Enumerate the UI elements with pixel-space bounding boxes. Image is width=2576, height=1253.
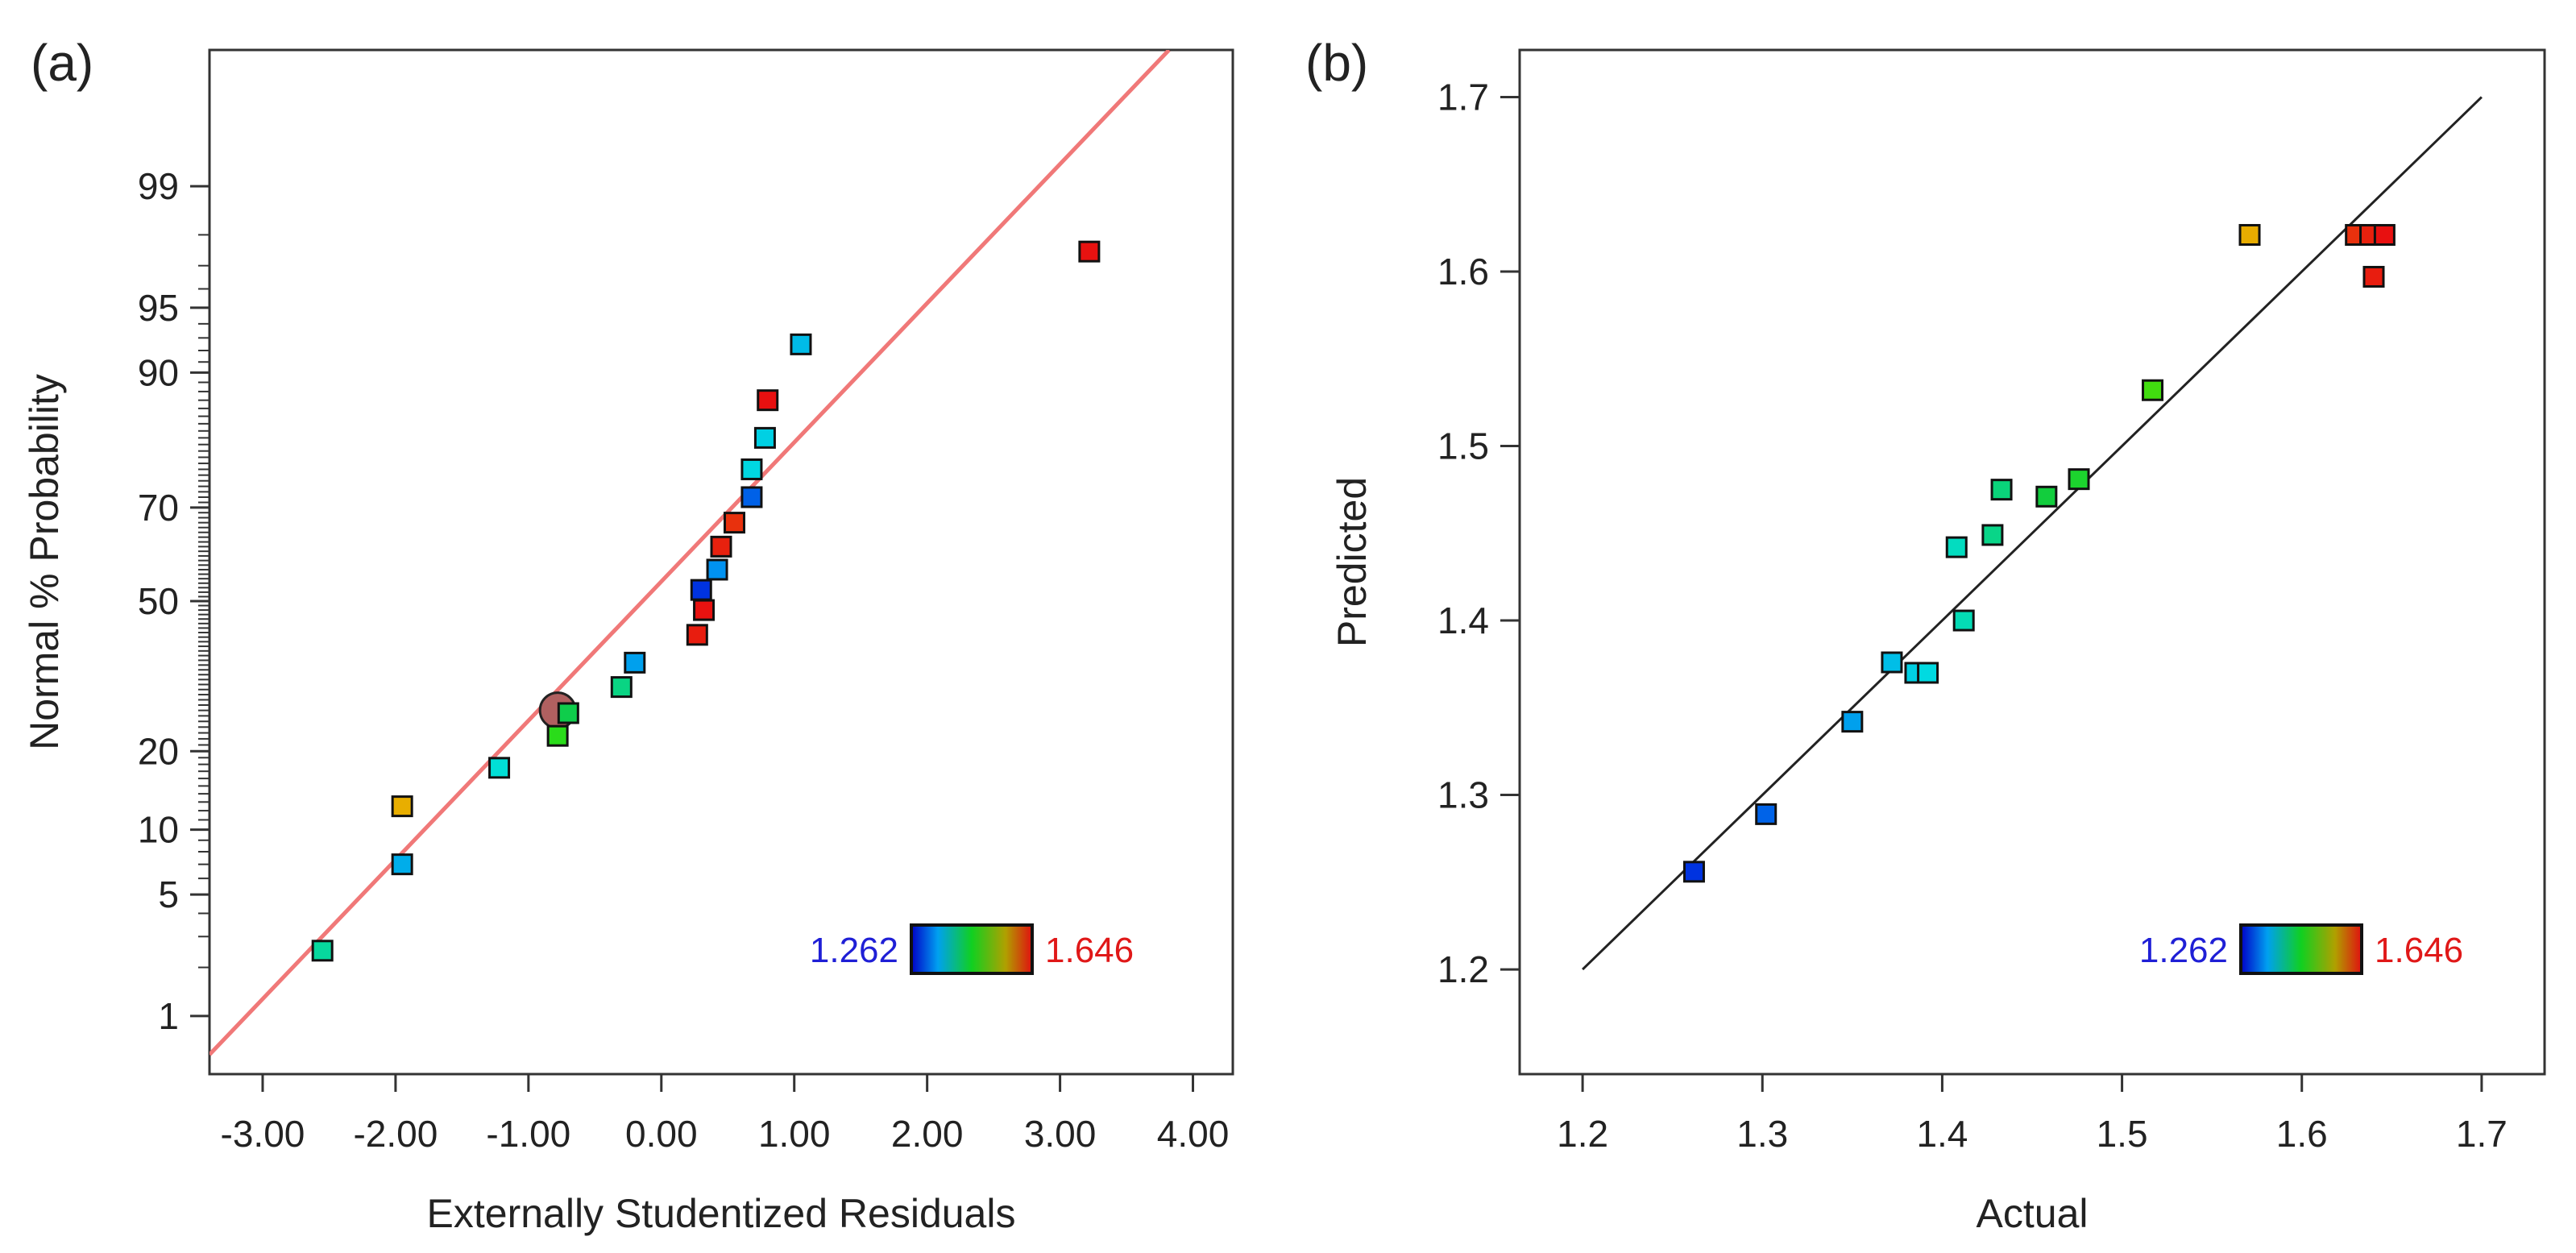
fit-line-group bbox=[1582, 96, 2483, 971]
panel-b-predicted-vs-actual-plot: (b) 1.2 1.3 1.4 1.5 1.6 1.7 1.2 1.3 1.4 1.5 1.6 1.7 A… bbox=[1305, 34, 2546, 1236]
data-point[interactable] bbox=[1945, 536, 1968, 558]
data-point[interactable] bbox=[753, 426, 776, 449]
y-tick-label: 1.4 bbox=[1437, 600, 1489, 641]
data-point[interactable] bbox=[723, 512, 745, 534]
data-point[interactable] bbox=[2068, 468, 2090, 491]
color-scale-min-label: 1.262 bbox=[2139, 931, 2228, 970]
y-axis-title: Normal % Probability bbox=[22, 374, 67, 750]
y-axis-title: Predicted bbox=[1329, 477, 1375, 647]
x-tick-label: 1.00 bbox=[758, 1113, 831, 1155]
data-point[interactable] bbox=[690, 579, 712, 601]
x-tick-label: 1.4 bbox=[1916, 1113, 1968, 1155]
x-tick-label: -1.00 bbox=[486, 1113, 570, 1155]
data-point[interactable] bbox=[1917, 662, 1939, 684]
data-point[interactable] bbox=[391, 795, 413, 818]
color-scale-bar bbox=[2239, 923, 2363, 975]
data-point[interactable] bbox=[1881, 651, 1903, 674]
fit-line-group bbox=[209, 50, 1171, 1056]
color-scale-bar bbox=[910, 923, 1034, 975]
data-point[interactable] bbox=[2035, 485, 2058, 508]
data-point[interactable] bbox=[1078, 240, 1101, 263]
y-tick-label: 1 bbox=[158, 995, 179, 1037]
y-tick-label: 5 bbox=[158, 873, 179, 915]
data-point[interactable] bbox=[546, 724, 569, 747]
plot-frame bbox=[208, 48, 1234, 1076]
color-scale-legend: 1.262 1.646 bbox=[810, 923, 1134, 975]
x-tick-label: 3.00 bbox=[1024, 1113, 1097, 1155]
x-tick-label: -3.00 bbox=[221, 1113, 305, 1155]
data-point[interactable] bbox=[1682, 861, 1705, 883]
data-point[interactable] bbox=[488, 757, 511, 779]
color-scale-legend: 1.262 1.646 bbox=[2139, 923, 2463, 975]
y-tick-label: 95 bbox=[138, 287, 179, 329]
data-point[interactable] bbox=[757, 389, 779, 412]
x-tick-label: 4.00 bbox=[1157, 1113, 1230, 1155]
data-point[interactable] bbox=[686, 624, 708, 646]
data-point[interactable] bbox=[706, 558, 728, 581]
data-point[interactable] bbox=[610, 676, 633, 699]
data-point[interactable] bbox=[391, 853, 413, 876]
data-point[interactable] bbox=[740, 486, 763, 508]
panel-a-normal-probability-plot: (a) -3.00 -2.00 -1.00 0.00 1.00 2.00 3.00 4.00 1 5… bbox=[22, 34, 1234, 1236]
y-tick-label: 1.7 bbox=[1437, 76, 1489, 118]
data-point[interactable] bbox=[2142, 379, 2164, 401]
x-axis-title: Actual bbox=[1977, 1191, 2089, 1236]
data-point[interactable] bbox=[740, 458, 763, 480]
fit-line bbox=[209, 50, 1171, 1056]
y-tick-label: 50 bbox=[138, 580, 179, 622]
x-tick-label: -2.00 bbox=[353, 1113, 438, 1155]
data-point[interactable] bbox=[710, 535, 732, 558]
panel-label: (a) bbox=[31, 34, 93, 92]
color-scale-min-label: 1.262 bbox=[810, 931, 898, 970]
y-tick-label: 1.5 bbox=[1437, 425, 1489, 467]
y-tick-label: 90 bbox=[138, 351, 179, 393]
y-tick-label: 1.6 bbox=[1437, 251, 1489, 293]
data-point[interactable] bbox=[693, 599, 716, 621]
y-tick-label: 99 bbox=[138, 165, 179, 207]
y-tick-label: 1.2 bbox=[1437, 948, 1489, 990]
data-point[interactable] bbox=[1755, 803, 1777, 825]
x-tick-label: 2.00 bbox=[891, 1113, 964, 1155]
y-tick-label: 70 bbox=[138, 487, 179, 529]
x-tick-label: 1.2 bbox=[1557, 1113, 1608, 1155]
data-point[interactable] bbox=[624, 651, 646, 674]
x-tick-label: 0.00 bbox=[625, 1113, 698, 1155]
y-tick-label: 10 bbox=[138, 809, 179, 851]
data-point[interactable] bbox=[1990, 479, 2013, 501]
color-scale-max-label: 1.646 bbox=[2375, 931, 2463, 970]
data-point[interactable] bbox=[1952, 609, 1975, 632]
fit-line bbox=[1582, 96, 2483, 971]
y-tick-label: 1.3 bbox=[1437, 774, 1489, 816]
y-tick-label: 20 bbox=[138, 730, 179, 772]
color-scale-max-label: 1.646 bbox=[1045, 931, 1134, 970]
data-point[interactable] bbox=[2238, 224, 2261, 247]
x-tick-label: 1.6 bbox=[2276, 1113, 2328, 1155]
plot-frame bbox=[1518, 48, 2546, 1076]
x-tick-label: 1.3 bbox=[1736, 1113, 1788, 1155]
data-point[interactable] bbox=[2362, 265, 2385, 288]
data-point[interactable] bbox=[1981, 524, 2004, 546]
x-tick-label: 1.7 bbox=[2456, 1113, 2508, 1155]
x-tick-label: 1.5 bbox=[2097, 1113, 2148, 1155]
data-point[interactable] bbox=[1841, 711, 1864, 733]
data-point[interactable] bbox=[2373, 224, 2396, 247]
panel-label: (b) bbox=[1305, 34, 1368, 92]
data-point[interactable] bbox=[557, 702, 579, 724]
data-point[interactable] bbox=[311, 940, 334, 962]
x-axis-title: Externally Studentized Residuals bbox=[427, 1191, 1016, 1236]
data-point[interactable] bbox=[790, 333, 812, 355]
